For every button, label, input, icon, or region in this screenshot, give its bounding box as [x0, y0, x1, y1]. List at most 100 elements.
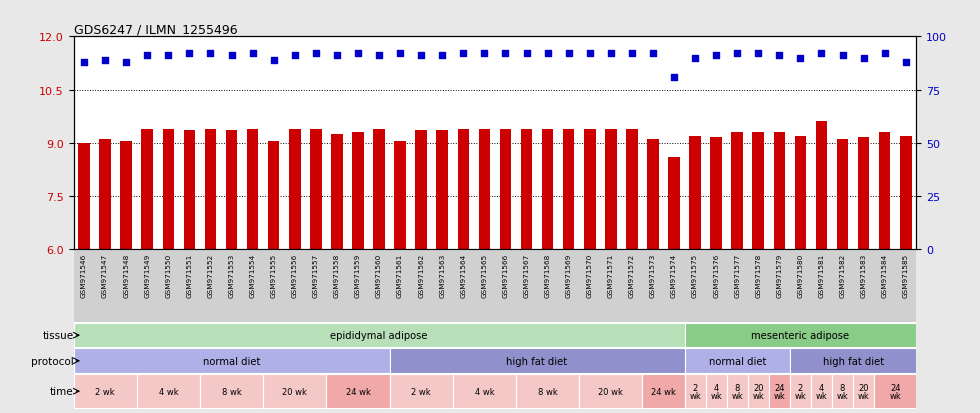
Bar [436, 131, 448, 250]
Point [561, 51, 576, 57]
Point [371, 53, 387, 59]
Text: GSM971578: GSM971578 [756, 254, 761, 297]
Point [456, 51, 471, 57]
Bar [268, 142, 279, 250]
Text: 8
wk: 8 wk [837, 383, 849, 400]
Bar [854, 374, 874, 408]
Bar [900, 136, 911, 250]
Bar [790, 374, 811, 408]
Point [709, 53, 724, 59]
Bar [584, 130, 596, 250]
Text: GSM971567: GSM971567 [523, 254, 529, 297]
Text: 24 wk: 24 wk [346, 387, 370, 396]
Bar [748, 374, 769, 408]
Text: GSM971549: GSM971549 [144, 254, 150, 297]
Text: GSM971553: GSM971553 [228, 254, 234, 297]
Point [76, 59, 92, 66]
Bar [136, 374, 200, 408]
Point [203, 51, 219, 57]
Bar [685, 349, 790, 373]
Point [835, 53, 851, 59]
Point [645, 51, 661, 57]
Bar [579, 374, 643, 408]
Text: 24
wk: 24 wk [773, 383, 785, 400]
Bar [790, 349, 916, 373]
Bar [811, 374, 832, 408]
Text: GSM971572: GSM971572 [629, 254, 635, 297]
Text: GSM971566: GSM971566 [503, 254, 509, 297]
Bar [516, 374, 579, 408]
Bar [373, 130, 385, 250]
Text: 2
wk: 2 wk [795, 383, 807, 400]
Bar [74, 374, 137, 408]
Point [898, 59, 913, 66]
Text: GSM971574: GSM971574 [671, 254, 677, 297]
Text: GSM971576: GSM971576 [713, 254, 719, 297]
Text: GSM971565: GSM971565 [481, 254, 487, 297]
Text: GSM971575: GSM971575 [692, 254, 698, 297]
Text: 8 wk: 8 wk [538, 387, 558, 396]
Point [813, 51, 829, 57]
Point [139, 53, 155, 59]
Text: 24
wk: 24 wk [890, 383, 901, 400]
Point [223, 53, 239, 59]
Text: GSM971557: GSM971557 [313, 254, 318, 297]
Point [350, 51, 366, 57]
Text: GSM971561: GSM971561 [397, 254, 403, 297]
Text: high fat diet: high fat diet [507, 356, 567, 366]
Point [540, 51, 556, 57]
Point [119, 59, 134, 66]
Point [434, 53, 450, 59]
Bar [500, 130, 512, 250]
Bar [141, 130, 153, 250]
Point [666, 74, 682, 81]
Bar [815, 122, 827, 250]
Text: GSM971568: GSM971568 [545, 254, 551, 297]
Bar [458, 130, 469, 250]
Bar [326, 374, 390, 408]
Point [582, 51, 598, 57]
Point [161, 53, 176, 59]
Text: GSM971571: GSM971571 [608, 254, 613, 297]
Bar [99, 140, 111, 250]
Bar [74, 349, 390, 373]
Point [266, 57, 281, 64]
Text: GSM971580: GSM971580 [798, 254, 804, 297]
Bar [205, 130, 217, 250]
Bar [773, 133, 785, 250]
Bar [453, 374, 516, 408]
Bar [247, 130, 259, 250]
Text: time: time [50, 386, 74, 396]
Text: 4 wk: 4 wk [474, 387, 494, 396]
Point [97, 57, 113, 64]
Bar [689, 136, 701, 250]
Text: GSM971546: GSM971546 [81, 254, 87, 297]
Point [793, 55, 808, 62]
Bar [352, 133, 364, 250]
Text: protocol: protocol [30, 356, 74, 366]
Text: GSM971581: GSM971581 [818, 254, 824, 297]
Text: GSM971551: GSM971551 [186, 254, 192, 297]
Text: 4
wk: 4 wk [815, 383, 827, 400]
Text: GSM971577: GSM971577 [734, 254, 740, 297]
Point [308, 51, 323, 57]
Text: tissue: tissue [42, 330, 74, 340]
Point [603, 51, 618, 57]
Text: epididymal adipose: epididymal adipose [330, 330, 427, 340]
Text: normal diet: normal diet [203, 356, 261, 366]
Point [392, 51, 408, 57]
Bar [685, 323, 916, 348]
Text: GSM971555: GSM971555 [270, 254, 276, 297]
Bar [832, 374, 854, 408]
Text: 4 wk: 4 wk [159, 387, 178, 396]
Text: 2 wk: 2 wk [95, 387, 115, 396]
Point [856, 55, 871, 62]
Point [877, 51, 893, 57]
Bar [563, 130, 574, 250]
Point [751, 51, 766, 57]
Text: GSM971550: GSM971550 [166, 254, 171, 297]
Text: GSM971584: GSM971584 [882, 254, 888, 297]
Text: GSM971585: GSM971585 [903, 254, 908, 297]
Text: GSM971547: GSM971547 [102, 254, 108, 297]
Text: 8 wk: 8 wk [221, 387, 241, 396]
